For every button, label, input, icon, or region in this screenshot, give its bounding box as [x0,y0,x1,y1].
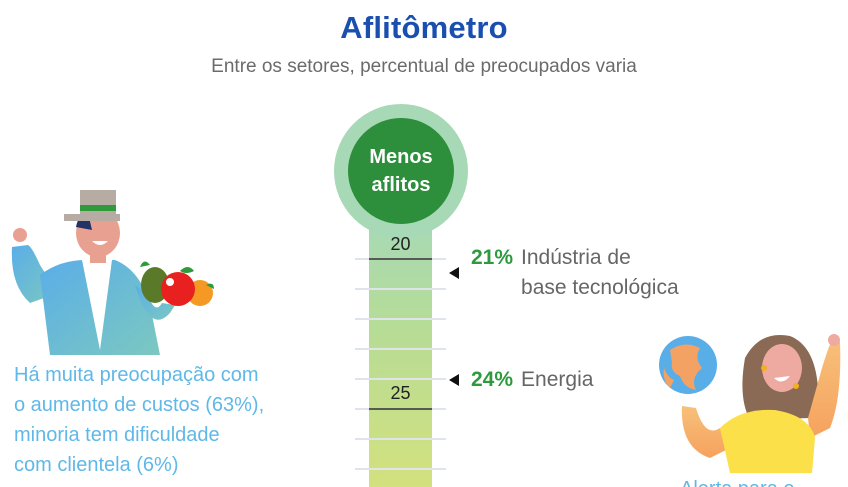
marker-energia: 24% Energia [449,365,593,395]
thermometer-tube [369,220,432,487]
marker-sector: Indústria de [521,246,631,269]
scale-label-20: 20 [390,234,411,254]
marker-percent: 24% [471,368,514,391]
bulb-label-line2: aflitos [371,174,431,196]
marker-sector: Energia [521,368,594,391]
left-text-line: Há muita preocupação com [14,364,259,386]
marker-industria: 21% Indústria de base tecnológica [449,243,679,303]
tick-minor [355,348,446,350]
marker-sector-line2: base tecnológica [521,276,679,299]
tick-minor [355,318,446,320]
page-title: Aflitômetro [340,10,508,45]
farmer-with-fruits-icon [11,190,214,355]
page-subtitle: Entre os setores, percentual de preocupa… [211,56,637,77]
woman-with-globe-icon [659,334,841,473]
scale-label-25: 25 [390,383,411,403]
marker-percent: 21% [471,246,514,269]
left-panel-text: Há muita preocupação com o aumento de cu… [14,360,314,480]
left-text-line: com clientela (6%) [14,454,179,476]
tick-minor [355,378,446,380]
right-panel-text: Alerta para o [680,474,840,487]
thermometer-bulb-label: Menos aflitos [348,118,454,224]
bulb-label-line1: Menos [369,146,433,168]
tick-major-20 [355,258,446,260]
pointer-arrow-icon [449,374,459,386]
left-text-line: minoria tem dificuldade [14,424,220,446]
tick-major-25 [355,408,446,410]
tick-minor [355,438,446,440]
left-text-line: o aumento de custos (63%), [14,394,265,416]
tick-minor [355,468,446,470]
pointer-arrow-icon [449,267,459,279]
tick-minor [355,288,446,290]
